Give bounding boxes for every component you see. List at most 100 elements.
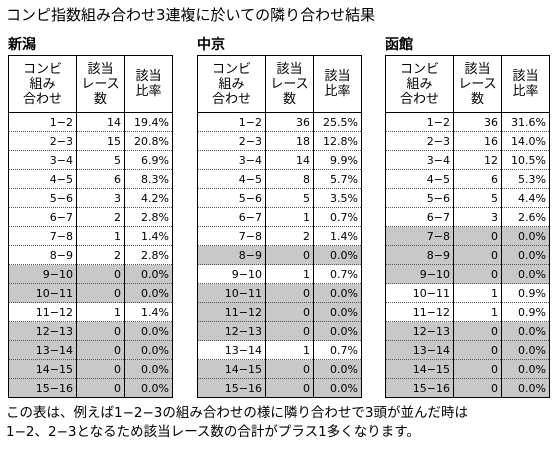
table-name: 新潟 [8, 37, 36, 53]
data-row: 3−4 5 6.9% [8, 150, 173, 170]
cell: 5.7% [313, 169, 362, 189]
cell: 5−6 [8, 188, 77, 208]
cell: 36 [453, 112, 502, 132]
table-block: 函館 コンビ 組み 合わせ 該当 レース 数該当 比率 1−2 36 31.6% 2−3 16… [385, 36, 550, 398]
table-head: コンビ 組み 合わせ 該当 レース 数該当 比率 [8, 55, 173, 113]
cell: 6−7 [8, 207, 77, 227]
cell: 0.0% [501, 264, 550, 284]
cell: 1−2 [385, 112, 454, 132]
cell: 0.0% [313, 283, 362, 303]
cell: 7−8 [8, 226, 77, 246]
cell: 0 [265, 283, 314, 303]
cell: 5 [453, 188, 502, 208]
data-row: 3−4 14 9.9% [197, 150, 362, 170]
cell: 18 [265, 131, 314, 151]
cell: 6−7 [197, 207, 266, 227]
table-name: 中京 [197, 37, 225, 53]
cell: 0.0% [313, 378, 362, 398]
cell: 11−12 [385, 302, 454, 322]
cell: 0 [265, 321, 314, 341]
cell: 1−2 [197, 112, 266, 132]
cell: 10.5% [501, 150, 550, 170]
cell: 1 [76, 226, 125, 246]
cell: 5−6 [197, 188, 266, 208]
data-row: 12−13 0 0.0% [8, 321, 173, 341]
cell: 7−8 [385, 226, 454, 246]
cell: 9−10 [385, 264, 454, 284]
cell: 0 [76, 264, 125, 284]
cell: 5 [76, 150, 125, 170]
cell: 6 [453, 169, 502, 189]
data-row: 7−8 2 1.4% [197, 226, 362, 246]
cell: 0.0% [501, 378, 550, 398]
header-cell: 該当 レース 数 [265, 55, 314, 113]
data-row: 14−15 0 0.0% [8, 359, 173, 379]
cell: 3.5% [313, 188, 362, 208]
cell: 36 [265, 112, 314, 132]
cell: 0.0% [313, 245, 362, 265]
cell: 4−5 [197, 169, 266, 189]
cell: 5−6 [385, 188, 454, 208]
cell: 2 [76, 207, 125, 227]
cell: 0 [453, 321, 502, 341]
data-row: 13−14 1 0.7% [197, 340, 362, 360]
cell: 6.9% [124, 150, 173, 170]
header-cell: コンビ 組み 合わせ [385, 55, 454, 113]
data-row: 4−5 6 8.3% [8, 169, 173, 189]
cell: 2 [76, 245, 125, 265]
table-head: コンビ 組み 合わせ 該当 レース 数該当 比率 [385, 55, 550, 113]
data-row: 7−8 0 0.0% [385, 226, 550, 246]
data-row: 7−8 1 1.4% [8, 226, 173, 246]
cell: 13−14 [385, 340, 454, 360]
cell: 1.4% [124, 302, 173, 322]
data-row: 5−6 5 3.5% [197, 188, 362, 208]
cell: 1.4% [124, 226, 173, 246]
cell: 6−7 [385, 207, 454, 227]
data-row: 9−10 0 0.0% [385, 264, 550, 284]
cell: 0 [453, 264, 502, 284]
data-row: 3−4 12 10.5% [385, 150, 550, 170]
header-cell: 該当 レース 数 [76, 55, 125, 113]
header-cell: 該当 比率 [313, 55, 362, 113]
data-row: 10−11 0 0.0% [8, 283, 173, 303]
cell: 1 [265, 264, 314, 284]
cell: 0 [453, 226, 502, 246]
cell: 4−5 [8, 169, 77, 189]
cell: 12−13 [8, 321, 77, 341]
cell: 10−11 [197, 283, 266, 303]
cell: 0.0% [501, 359, 550, 379]
cell: 4−5 [385, 169, 454, 189]
cell: 10−11 [385, 283, 454, 303]
table-block: 中京 コンビ 組み 合わせ 該当 レース 数該当 比率 1−2 36 25.5% 2−3 18… [197, 36, 362, 398]
cell: 2−3 [8, 131, 77, 151]
table-name: 函館 [385, 37, 413, 53]
cell: 0.7% [313, 264, 362, 284]
data-table: コンビ 組み 合わせ 該当 レース 数該当 比率 1−2 14 19.4% 2−3 15 20… [8, 55, 173, 398]
cell: 2.8% [124, 245, 173, 265]
cell: 1 [265, 340, 314, 360]
data-row: 12−13 0 0.0% [385, 321, 550, 341]
cell: 1−2 [8, 112, 77, 132]
header-cell: 該当 比率 [501, 55, 550, 113]
cell: 0.0% [124, 321, 173, 341]
header-row: コンビ 組み 合わせ 該当 レース 数該当 比率 [197, 55, 362, 113]
data-row: 11−12 0 0.0% [197, 302, 362, 322]
cell: 15−16 [8, 378, 77, 398]
cell: 7−8 [197, 226, 266, 246]
cell: 0.9% [501, 283, 550, 303]
cell: 0 [76, 321, 125, 341]
table-block: 新潟 コンビ 組み 合わせ 該当 レース 数該当 比率 1−2 14 19.4% 2−3 15… [8, 36, 173, 398]
cell: 0.7% [313, 340, 362, 360]
cell: 9.9% [313, 150, 362, 170]
cell: 8−9 [197, 245, 266, 265]
cell: 15−16 [385, 378, 454, 398]
data-row: 13−14 0 0.0% [8, 340, 173, 360]
cell: 1.4% [313, 226, 362, 246]
cell: 0.0% [124, 283, 173, 303]
data-row: 5−6 5 4.4% [385, 188, 550, 208]
title: コンピ指数組み合わせ3連複に於いての隣り合わせ結果 [6, 6, 376, 24]
data-row: 15−16 0 0.0% [8, 378, 173, 398]
cell: 0 [76, 340, 125, 360]
cell: 3−4 [8, 150, 77, 170]
